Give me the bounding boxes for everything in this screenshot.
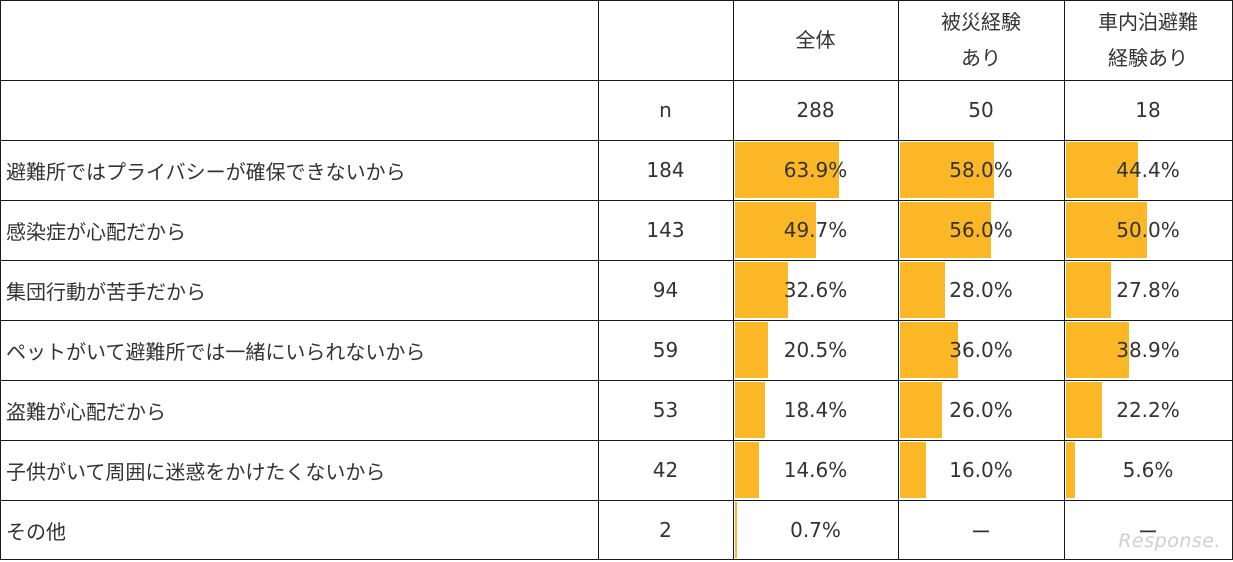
percentage-label: 56.0%	[949, 218, 1013, 242]
row-divider	[0, 200, 1233, 201]
column-divider	[733, 0, 734, 560]
n-value: 18	[1135, 98, 1161, 122]
column-divider	[0, 0, 1, 560]
percentage-bar	[1066, 322, 1130, 378]
n-label: n	[659, 98, 672, 122]
percentage-bar	[735, 502, 737, 558]
percentage-bar	[735, 382, 765, 438]
percentage-label: 26.0%	[949, 398, 1013, 422]
row-divider	[0, 80, 1233, 81]
row-divider	[0, 500, 1233, 501]
percentage-label: 32.6%	[783, 278, 848, 302]
row-label: 感染症が心配だから	[6, 219, 186, 244]
percentage-label: 5.6%	[1122, 458, 1174, 482]
column-header-2: 車内泊避難 経験あり	[1064, 0, 1232, 80]
percentage-label: 18.4%	[783, 398, 848, 422]
column-header-1: 被災経験 あり	[898, 0, 1064, 80]
percentage-label: 50.0%	[1116, 218, 1180, 242]
percentage-bar	[735, 442, 759, 498]
row-divider	[0, 559, 1233, 560]
percentage-bar	[900, 442, 926, 498]
percentage-label: 36.0%	[949, 338, 1013, 362]
percentage-bar	[900, 322, 959, 378]
percentage-bar	[735, 262, 788, 318]
percentage-label: 63.9%	[783, 158, 848, 182]
percentage-label: 28.0%	[949, 278, 1013, 302]
percentage-label: 22.2%	[1116, 398, 1180, 422]
percentage-bar	[1066, 442, 1076, 498]
column-header-line: 全体	[795, 28, 836, 52]
row-divider	[0, 0, 1233, 1]
percentage-bar	[735, 202, 816, 258]
row-count: 2	[659, 518, 672, 542]
percentage-bar	[1066, 382, 1102, 438]
percentage-bar	[1066, 202, 1147, 258]
percentage-label: 16.0%	[949, 458, 1013, 482]
percentage-bar	[735, 142, 839, 198]
percentage-label: 49.7%	[783, 218, 848, 242]
row-count: 184	[646, 158, 685, 182]
percentage-bar	[1066, 262, 1112, 318]
column-header-line: 経験あり	[1108, 46, 1188, 70]
row-label: 避難所ではプライバシーが確保できないから	[6, 159, 406, 184]
row-count: 42	[652, 458, 679, 482]
row-divider	[0, 440, 1233, 441]
response-watermark-logo: Response.	[1118, 530, 1221, 552]
column-divider	[898, 0, 899, 560]
percentage-label: 38.9%	[1116, 338, 1180, 362]
percentage-label: ー	[971, 519, 991, 544]
row-divider	[0, 320, 1233, 321]
percentage-bar	[900, 142, 994, 198]
row-count: 59	[652, 338, 679, 362]
percentage-bar	[1066, 142, 1138, 198]
percentage-bar	[900, 202, 991, 258]
percentage-label: 20.5%	[783, 338, 848, 362]
column-divider	[1064, 0, 1065, 560]
percentage-label: 58.0%	[949, 158, 1013, 182]
row-label: 集団行動が苦手だから	[6, 279, 206, 304]
n-value: 288	[796, 98, 835, 122]
column-header-line: あり	[961, 46, 1001, 70]
row-count: 143	[646, 218, 685, 242]
row-label: ペットがいて避難所では一緒にいられないから	[6, 339, 426, 364]
percentage-label: ー	[1138, 519, 1158, 544]
row-divider	[0, 380, 1233, 381]
percentage-label: 0.7%	[790, 518, 841, 542]
percentage-label: 27.8%	[1116, 278, 1180, 302]
column-divider	[598, 0, 599, 560]
percentage-label: 14.6%	[783, 458, 848, 482]
percentage-bar	[900, 262, 946, 318]
column-header-line: 被災経験	[941, 10, 1021, 34]
percentage-bar	[900, 382, 943, 438]
row-count: 94	[652, 278, 679, 302]
row-count: 53	[652, 398, 679, 422]
column-header-0: 全体	[733, 0, 898, 80]
row-divider	[0, 260, 1233, 261]
column-header-line: 車内泊避難	[1098, 10, 1198, 34]
percentage-label: 44.4%	[1116, 158, 1180, 182]
row-divider	[0, 140, 1233, 141]
row-label: その他	[6, 519, 66, 544]
n-value: 50	[968, 98, 994, 122]
percentage-bar	[735, 322, 769, 378]
row-label: 子供がいて周囲に迷惑をかけたくないから	[6, 459, 386, 484]
row-label: 盗難が心配だから	[6, 399, 166, 424]
